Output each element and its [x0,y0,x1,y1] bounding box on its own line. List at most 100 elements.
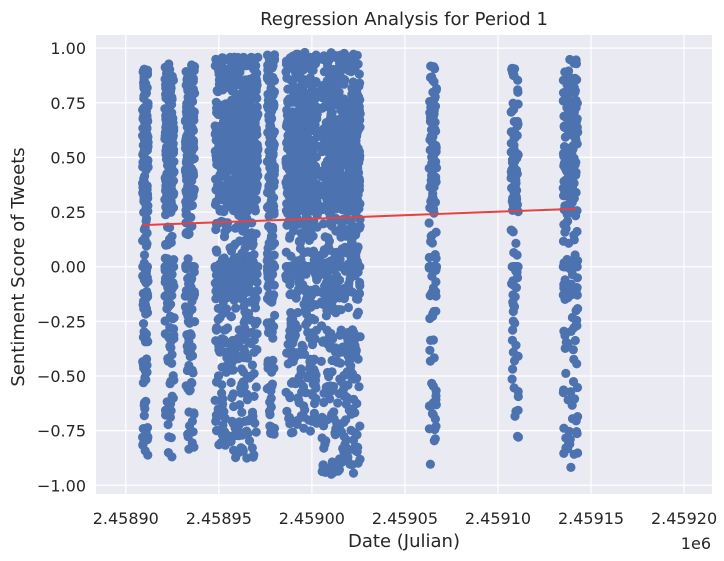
data-point [245,163,255,173]
y-tick-label: 0.25 [50,203,86,222]
data-point [572,206,582,216]
data-point [187,123,197,133]
data-point [336,377,346,387]
data-point [339,48,349,59]
data-point [235,293,245,303]
data-point [561,368,571,378]
data-point [167,202,177,212]
data-point [183,364,193,374]
data-point [560,67,570,77]
data-point [319,262,329,272]
data-point [559,385,569,395]
data-point [294,236,305,246]
data-point [335,330,345,340]
data-point [183,254,193,264]
data-point [508,98,518,108]
data-point [308,116,319,126]
data-point [427,378,437,388]
data-point [355,122,365,132]
data-point [166,343,176,353]
data-point [326,78,336,88]
data-point [431,391,441,401]
data-point [289,97,299,107]
data-point [240,331,250,341]
data-point [244,130,254,140]
data-point [141,194,151,204]
data-point [338,151,348,161]
data-point [345,274,355,284]
data-point [167,350,177,360]
data-point [268,149,278,159]
data-point [242,262,252,272]
data-point [265,289,275,300]
data-point [240,316,250,326]
data-point [264,125,275,135]
data-point [185,75,195,85]
data-point [297,53,307,63]
data-point [268,200,278,210]
data-point [253,109,263,119]
data-point [320,232,330,242]
data-point [236,188,246,198]
data-point [305,79,315,90]
data-point [346,409,356,419]
data-point [141,213,152,224]
data-point [295,205,305,215]
data-point [269,238,280,248]
data-point [244,415,254,425]
data-point [288,427,298,437]
data-point [237,281,247,291]
data-point [570,86,581,96]
data-point [507,364,518,374]
data-point [186,90,197,100]
data-point [252,345,262,355]
data-point [320,168,330,178]
data-point [263,282,273,292]
data-point [139,224,149,235]
data-point [185,222,196,232]
data-point [567,129,577,139]
data-point [344,118,354,128]
data-point [332,162,342,172]
data-point [139,64,149,74]
data-point [230,157,240,168]
y-tick-label: −0.75 [37,422,86,441]
data-point [213,303,223,313]
data-point [217,190,227,200]
data-point [328,295,338,305]
data-point [307,155,317,165]
data-point [429,62,439,72]
data-point [563,76,573,86]
data-point [239,170,250,180]
y-axis-label: Sentiment Score of Tweets [8,147,29,386]
data-point [353,108,363,118]
data-point [328,217,338,227]
data-point [288,156,298,166]
data-point [561,121,572,131]
data-point [227,275,237,285]
data-point [567,397,577,407]
y-tick-label: −1.00 [37,476,86,495]
data-point [248,262,259,272]
data-point [559,220,569,230]
data-point [572,116,582,126]
data-point [218,57,228,67]
data-point [511,238,521,248]
data-point [424,218,434,228]
data-point [228,365,238,375]
y-tick-label: −0.50 [37,367,86,386]
data-point [561,113,572,123]
data-point [266,113,276,123]
data-point [512,116,523,127]
y-tick-label: 1.00 [50,39,86,58]
data-point [428,410,438,420]
data-point [181,171,191,181]
data-point [316,356,326,366]
data-point [330,430,340,440]
data-point [347,460,357,470]
data-point [288,333,298,343]
data-point [246,338,256,349]
data-point [247,360,257,370]
data-point [184,181,194,191]
data-point [244,201,254,212]
